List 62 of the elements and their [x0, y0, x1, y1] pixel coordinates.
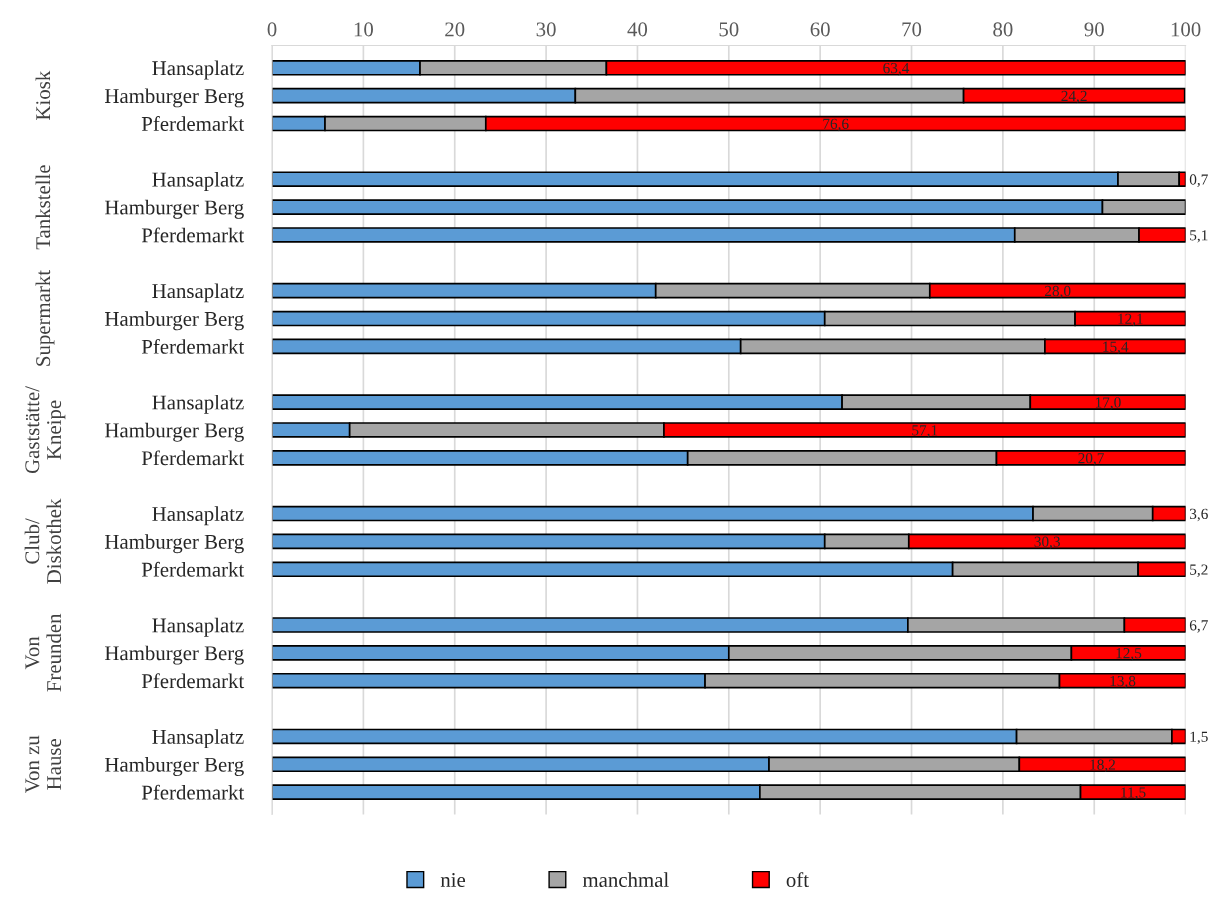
y-tick-label: Pferdemarkt: [141, 338, 245, 354]
data-label: 1,5: [1190, 731, 1208, 745]
data-label: 15,4: [1103, 341, 1129, 355]
y-tick-label: Hamburger Berg: [104, 88, 244, 108]
y-tick-label: Hansaplatz: [152, 617, 244, 637]
data-label: 63,4: [883, 62, 910, 76]
legend-label: oft: [786, 872, 809, 888]
data-label: 5,2: [1190, 564, 1208, 577]
legend-label: manchmal: [582, 872, 669, 888]
text: Tankstelle: [35, 165, 51, 250]
x-tick-label: 30: [536, 22, 556, 37]
legend-label: nie: [440, 873, 466, 888]
y-tick-label: Pferdemarkt: [141, 227, 245, 243]
x-tick-label: 70: [902, 22, 922, 37]
x-tick-label: 20: [445, 22, 465, 37]
y-tick-label: Hamburger Berg: [104, 534, 244, 554]
y-tick-label: Hansaplatz: [152, 506, 244, 526]
text: Kiosk: [35, 70, 51, 120]
y-tick-label: Hansaplatz: [152, 60, 244, 80]
data-label: 28,0: [1045, 285, 1071, 299]
data-label: 76,6: [823, 118, 849, 132]
text: Von zu Hause: [25, 735, 62, 794]
x-tick-label: 80: [993, 22, 1013, 37]
y-tick-label: Hamburger Berg: [104, 422, 244, 442]
y-tick-label: Hansaplatz: [152, 172, 244, 191]
text: Von Freunden: [25, 613, 62, 692]
x-tick-label: 90: [1084, 22, 1104, 37]
y-tick-label: Hamburger Berg: [104, 199, 244, 219]
y-tick-label: Pferdemarkt: [141, 450, 245, 466]
x-tick-label: 0: [267, 22, 277, 37]
data-label: 24,2: [1061, 90, 1087, 104]
data-label: 57,1: [912, 425, 938, 438]
y-tick-label: Hansaplatz: [152, 283, 244, 303]
data-label: 11,5: [1121, 787, 1146, 800]
y-tick-label: Hamburger Berg: [104, 645, 244, 665]
y-tick-label: Hansaplatz: [152, 729, 244, 749]
data-label: 18,2: [1090, 759, 1115, 772]
data-label: 17,0: [1095, 397, 1121, 410]
x-tick-label: 40: [627, 22, 648, 37]
data-label: 6,7: [1189, 620, 1208, 633]
text: Club/ Diskothek: [24, 498, 62, 584]
y-tick-label: Pferdemarkt: [141, 116, 245, 131]
data-label: 30,3: [1034, 536, 1060, 550]
text: Gaststätte/ Kneipe: [25, 386, 66, 474]
y-tick-label: Hamburger Berg: [104, 311, 244, 331]
data-label: 0,7: [1189, 174, 1208, 187]
y-tick-label: Hansaplatz: [152, 394, 244, 414]
data-label: 5,1: [1190, 230, 1208, 243]
text: Supermarkt: [35, 270, 55, 366]
x-tick-label: 60: [810, 22, 830, 37]
y-tick-label: Pferdemarkt: [141, 673, 245, 689]
x-tick-label: 50: [719, 22, 739, 37]
x-tick-label: 100: [1171, 22, 1201, 37]
data-label: 13,8: [1110, 675, 1136, 689]
data-label: 3,6: [1189, 508, 1208, 522]
data-label: 20,7: [1078, 452, 1104, 466]
y-tick-label: Hamburger Berg: [104, 757, 244, 777]
y-tick-label: Pferdemarkt: [141, 561, 245, 577]
y-tick-label: Pferdemarkt: [141, 784, 245, 800]
x-tick-label: 10: [354, 22, 373, 37]
data-label: 12,1: [1118, 313, 1143, 327]
data-label: 12,5: [1116, 648, 1142, 661]
